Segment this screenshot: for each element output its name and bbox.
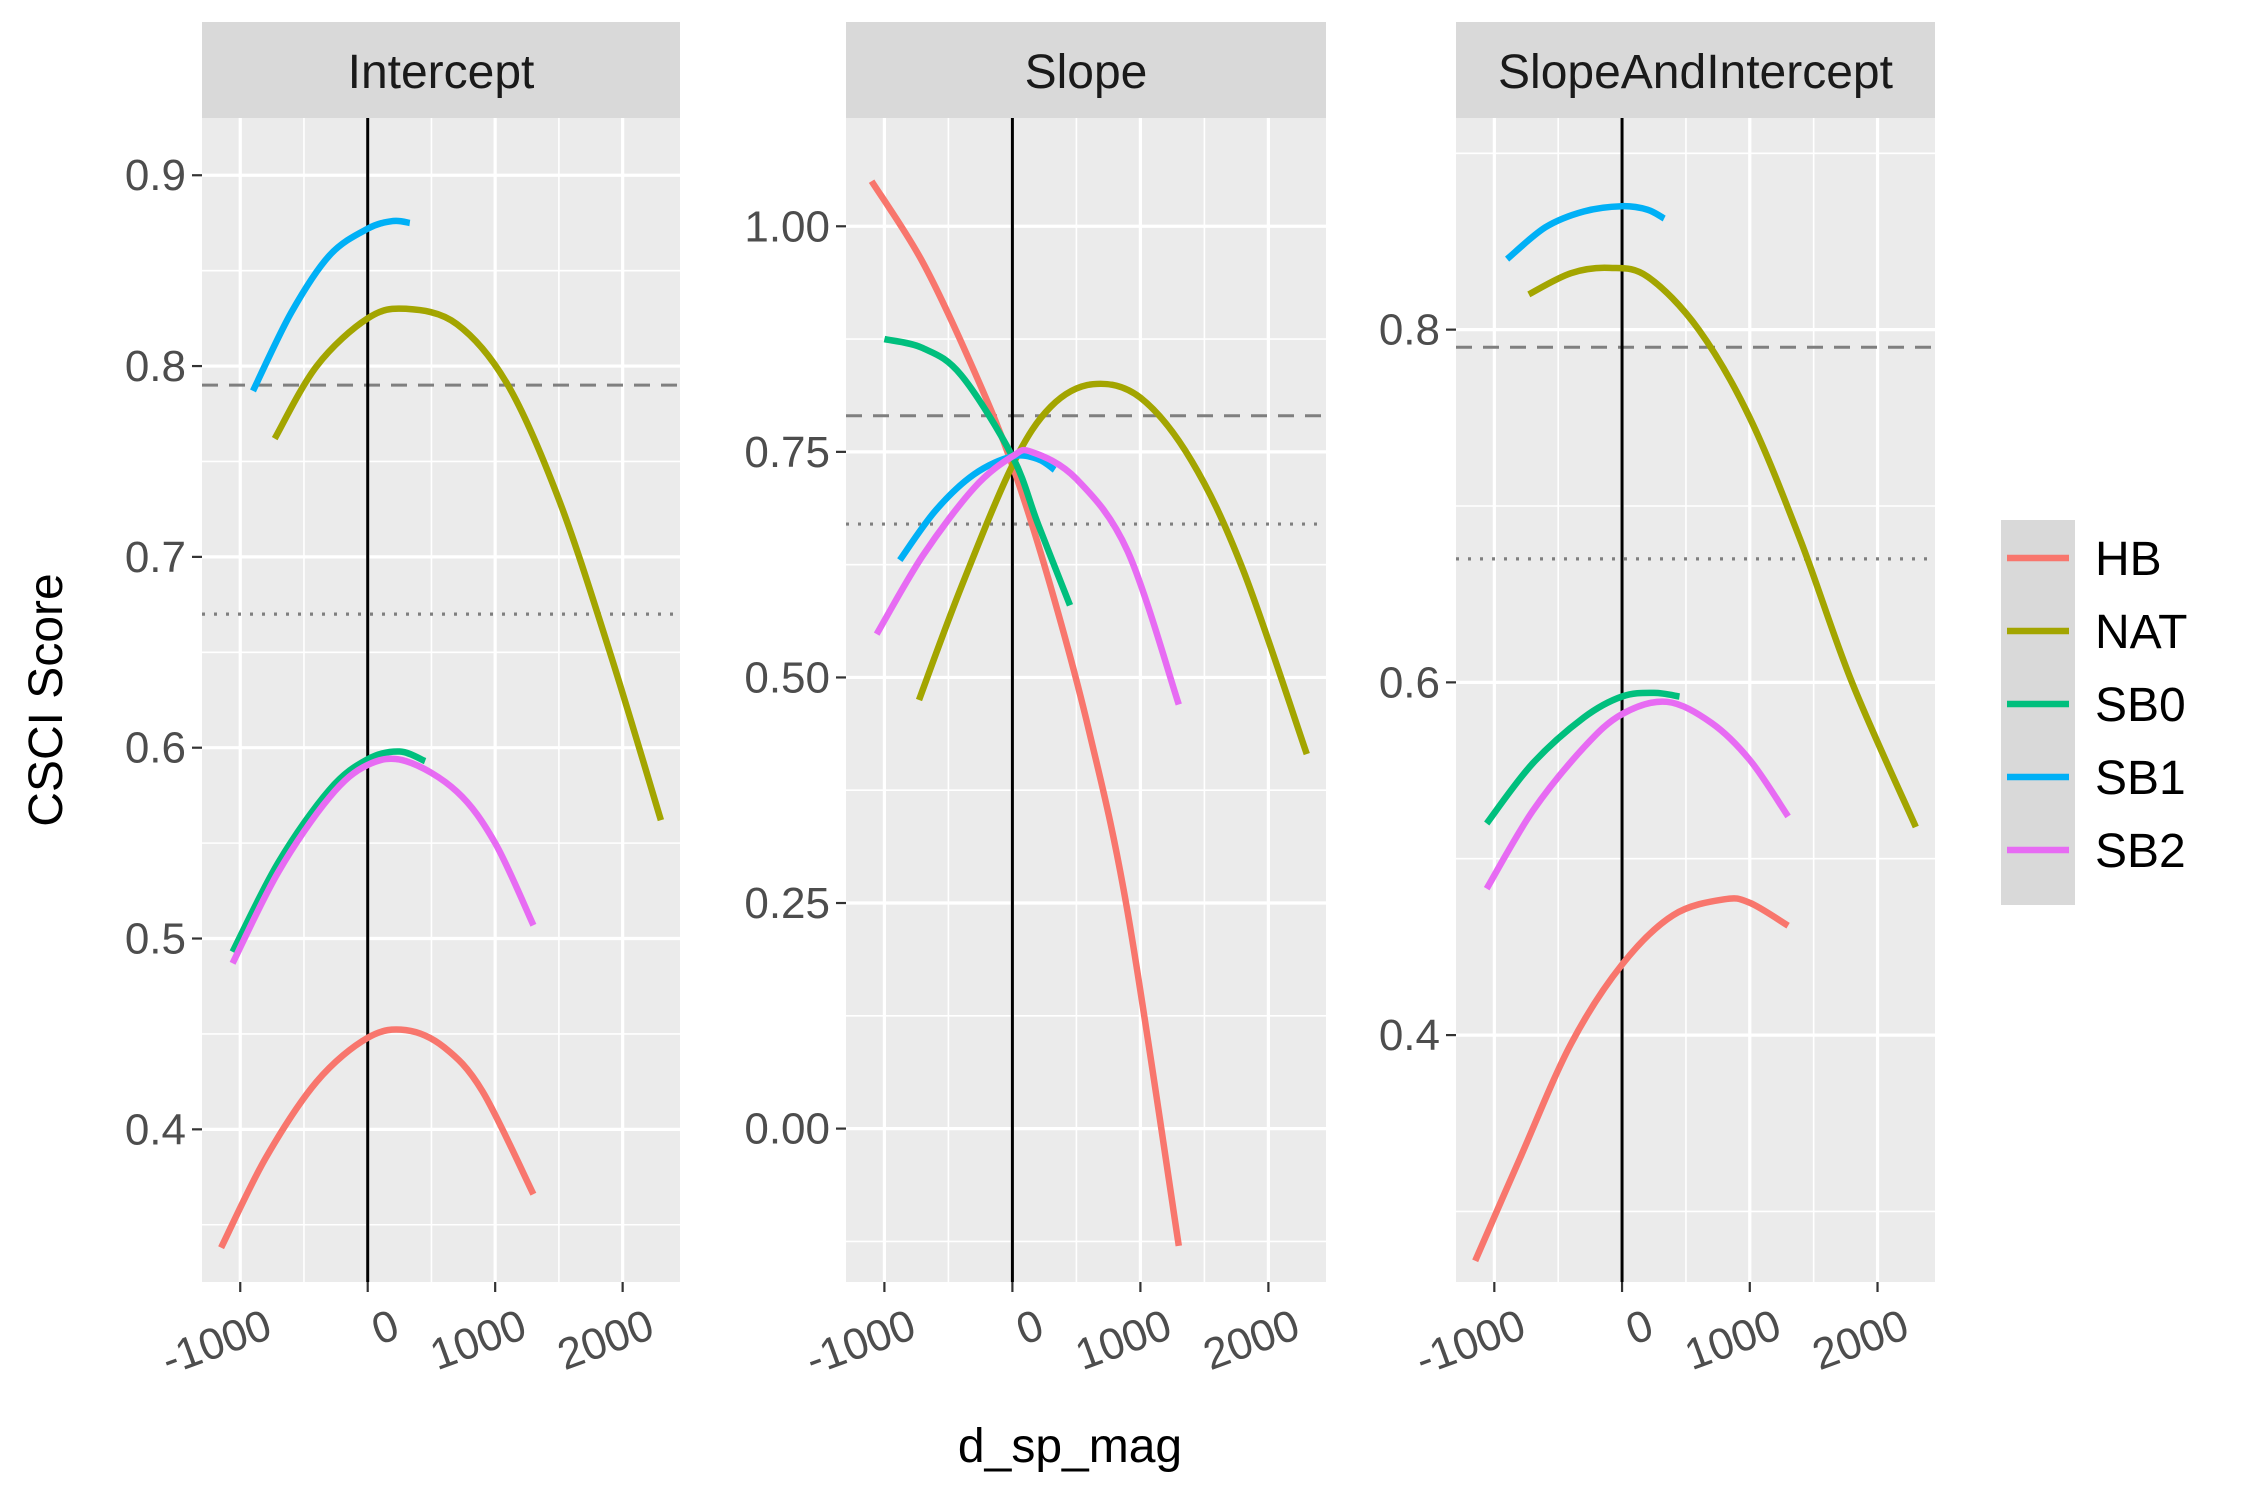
x-tick-label: 0 (1620, 1300, 1660, 1354)
series-line-sb2 (873, 446, 1182, 706)
legend-label: NAT (2095, 606, 2187, 659)
panel-background (1456, 118, 1935, 1282)
x-tick-label: 2000 (1197, 1300, 1306, 1380)
strip-background (202, 22, 680, 118)
x-tick-label: 2000 (551, 1300, 660, 1380)
series-line-sb2 (229, 755, 537, 965)
series-line-sb2 (1483, 698, 1791, 891)
panel-slope: Slope 0.00 0.25 0.50 0.75 1.00 -1000 0 1000 2000 (744, 22, 1326, 1385)
x-tick-label: 2000 (1806, 1300, 1915, 1380)
y-tick-label: 0.6 (125, 724, 186, 773)
x-tick-label: -1000 (155, 1300, 278, 1385)
panel-slopeandintercept: SlopeAndIntercept 0.4 0.6 0.8 -1000 0 1000 2000 (1379, 22, 1935, 1385)
y-tick-label: 0.00 (744, 1105, 830, 1154)
panel-background (846, 118, 1326, 1282)
legend: HB NAT SB0 SB1 SB2 (2001, 520, 2187, 905)
x-tick-label: 1000 (1069, 1300, 1178, 1380)
series-line-sb1 (897, 452, 1057, 562)
y-tick-label: 0.8 (1379, 306, 1440, 355)
x-axis-title: d_sp_mag (958, 1420, 1182, 1473)
series-line-sb0 (1484, 689, 1681, 826)
x-tick-label: 0 (365, 1300, 405, 1354)
series-line-sb1 (250, 217, 411, 393)
panel-intercept: Intercept 0.4 0.5 0.6 0.7 0.8 0.9 -1000 0 1000 200… (125, 22, 680, 1385)
x-tick-label: -1000 (799, 1300, 922, 1385)
x-tick-label: 1000 (424, 1300, 533, 1380)
y-tick-label: 0.4 (1379, 1011, 1440, 1060)
y-tick-label: 0.6 (1379, 658, 1440, 707)
y-tick-label: 0.8 (125, 342, 186, 391)
legend-label: HB (2095, 533, 2162, 586)
strip-label: Slope (1025, 46, 1148, 99)
y-tick-label: 1.00 (744, 202, 830, 251)
series-line-nat (271, 305, 665, 822)
series-line-hb (868, 179, 1183, 1247)
series-line-nat (1527, 264, 1919, 829)
x-tick-label: 0 (1010, 1300, 1050, 1354)
panel-background (202, 118, 680, 1282)
y-tick-label: 0.7 (125, 533, 186, 582)
series-line-hb (1472, 895, 1790, 1263)
strip-background (846, 22, 1326, 118)
series-line-sb0 (883, 335, 1074, 607)
legend-label: SB1 (2095, 752, 2186, 805)
strip-label: Intercept (348, 46, 535, 99)
x-tick-label: 1000 (1678, 1300, 1787, 1380)
series-line-nat (915, 380, 1310, 756)
strip-label: SlopeAndIntercept (1498, 46, 1893, 99)
strip-background (1456, 22, 1935, 118)
y-tick-label: 0.50 (744, 653, 830, 702)
legend-label: SB2 (2095, 825, 2186, 878)
series-line-sb1 (1504, 202, 1666, 262)
legend-label: SB0 (2095, 679, 2186, 732)
y-tick-label: 0.75 (744, 428, 830, 477)
x-tick-label: -1000 (1409, 1300, 1532, 1385)
y-tick-label: 0.4 (125, 1105, 186, 1154)
series-line-hb (218, 1026, 537, 1250)
y-axis-title: CSCI Score (20, 573, 73, 826)
y-tick-label: 0.5 (125, 915, 186, 964)
legend-key-background (2001, 520, 2075, 905)
y-tick-label: 0.25 (744, 879, 830, 928)
series-line-sb0 (229, 748, 427, 954)
y-tick-label: 0.9 (125, 151, 186, 200)
